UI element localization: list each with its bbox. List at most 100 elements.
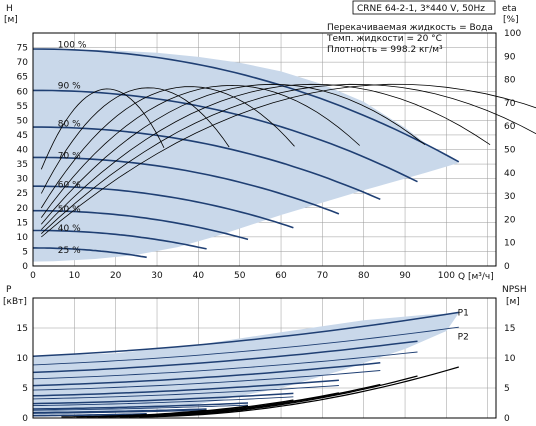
- power-curve-0: [32, 311, 459, 357]
- npsh-curve-7: [61, 413, 147, 418]
- power-tick-label: 10: [17, 354, 29, 364]
- power-tick-label: 5: [22, 384, 28, 394]
- npsh-curves: [61, 366, 459, 418]
- y2-axis-unit-npsh: [м]: [506, 297, 520, 307]
- efficiency-curve-5: [41, 83, 491, 230]
- power-labels: P1 P2: [458, 308, 469, 342]
- x-tick-label: 30: [151, 271, 163, 281]
- y-tick-label: 45: [17, 131, 28, 141]
- power-label-1: P2: [458, 332, 469, 342]
- y2-tick-label: 70: [504, 99, 516, 109]
- info-line-temp: Темп. жидкости = 20 °C: [326, 34, 442, 44]
- bottom-plot-frame: [32, 297, 497, 419]
- y-axis-unit-power: [кВт]: [3, 297, 27, 307]
- info-line-density: Плотность = 998.2 кг/м³: [327, 45, 443, 55]
- power-envelope: [33, 313, 459, 415]
- y-axis-label-power: P: [6, 285, 12, 295]
- y-tick-label: 15: [17, 218, 28, 228]
- efficiency-curve-1: [40, 87, 230, 194]
- head-curve-series-6: [33, 229, 207, 250]
- power-label-0: P1: [458, 308, 469, 318]
- power-curve-1: [32, 340, 418, 374]
- power-curve-p2-6: [32, 409, 207, 414]
- y-tick-label: 30: [17, 175, 29, 185]
- top-axes: [32, 32, 497, 267]
- head-curve-series-7: [33, 247, 147, 259]
- power-curve-4: [32, 392, 294, 405]
- power-tick-label: 0: [22, 414, 28, 424]
- power-curve-6: [32, 408, 207, 414]
- y-tick-label: 50: [17, 116, 29, 126]
- info-line-liquid: Перекачиваемая жидкость = Вода: [327, 23, 493, 33]
- speed-label-1: 90 %: [58, 81, 81, 91]
- y-tick-label: 5: [22, 247, 28, 257]
- y2-tick-label: 30: [504, 192, 516, 202]
- y2-tick-label: 50: [504, 146, 516, 156]
- y-tick-label: 55: [17, 102, 28, 112]
- power-curve-p2-0: [32, 326, 459, 366]
- power-curve-p2-3: [32, 385, 339, 400]
- y2-tick-label: 80: [504, 76, 516, 86]
- top-plot-frame: [32, 32, 497, 267]
- efficiency-curve-7: [41, 83, 536, 238]
- operating-envelope: [33, 49, 459, 262]
- y2-axis-label-eta: eta: [502, 4, 517, 14]
- efficiency-curve-2: [40, 86, 295, 209]
- bottom-envelope: [33, 313, 459, 415]
- y2-tick-label: 0: [504, 262, 510, 272]
- x-tick-label: 70: [317, 271, 329, 281]
- top-efficiency-curves: [40, 83, 536, 238]
- power-curve-5: [32, 402, 249, 410]
- y-tick-label: 70: [17, 58, 29, 68]
- y-tick-label: 20: [17, 204, 29, 214]
- efficiency-curve-6: [41, 83, 536, 234]
- head-curve-series-5: [33, 209, 249, 241]
- speed-label-0: 100 %: [58, 41, 87, 51]
- x-tick-label: 60: [275, 271, 287, 281]
- x-tick-label: 40: [193, 271, 205, 281]
- speed-label-7: 25 %: [58, 246, 81, 256]
- y-tick-label: 75: [17, 44, 28, 54]
- x-tick-label: 80: [358, 271, 370, 281]
- speed-label-3: 70 %: [58, 151, 81, 161]
- speed-labels: 100 % 90 % 80 % 70 % 60 % 50 % 40 % 25 %: [58, 41, 87, 256]
- y2-tick-label: 60: [504, 122, 516, 132]
- npsh-curve-0: [139, 366, 459, 418]
- y2-tick-label: 20: [504, 215, 516, 225]
- head-curve-series-4: [33, 185, 294, 229]
- top-head-curves: [32, 48, 460, 259]
- speed-label-2: 80 %: [58, 119, 81, 129]
- power-curve-p2-1: [32, 351, 418, 380]
- power-curve-p2-2: [32, 370, 381, 391]
- head-curve-series-3: [33, 156, 340, 215]
- x-tick-label: 100: [438, 271, 455, 281]
- npsh-tick-label: 0: [504, 414, 510, 424]
- npsh-tick-label: 10: [504, 354, 516, 364]
- x-axis-label-flow: Q [м³/ч]: [458, 272, 494, 282]
- head-curve-series-1: [33, 89, 418, 183]
- y-axis-unit-head: [м]: [4, 15, 18, 25]
- x-tick-label: 20: [110, 271, 122, 281]
- y-tick-label: 10: [17, 233, 29, 243]
- top-envelope: [33, 49, 459, 262]
- speed-label-6: 40 %: [58, 224, 81, 234]
- power-tick-label: 15: [17, 324, 28, 334]
- y2-axis-unit-eta: [%]: [503, 15, 519, 25]
- y2-tick-label: 100: [504, 29, 521, 39]
- y2-tick-label: 40: [504, 169, 516, 179]
- x-tick-label: 10: [69, 271, 81, 281]
- speed-label-4: 60 %: [58, 180, 81, 190]
- y-tick-label: 0: [22, 262, 28, 272]
- title-box: [352, 0, 496, 15]
- power-curve-3: [32, 379, 339, 397]
- y-tick-label: 25: [17, 189, 28, 199]
- y2-tick-label: 10: [504, 239, 516, 249]
- x-tick-label: 0: [30, 271, 36, 281]
- efficiency-curve-0: [40, 88, 165, 170]
- efficiency-curve-4: [40, 83, 426, 225]
- bottom-axes: [32, 297, 497, 419]
- y2-axis-label-npsh: NPSH: [502, 285, 527, 295]
- head-curve-series-0: [32, 48, 460, 163]
- chart-title: CRNE 64-2-1, 3*440 V, 50Hz: [357, 4, 485, 14]
